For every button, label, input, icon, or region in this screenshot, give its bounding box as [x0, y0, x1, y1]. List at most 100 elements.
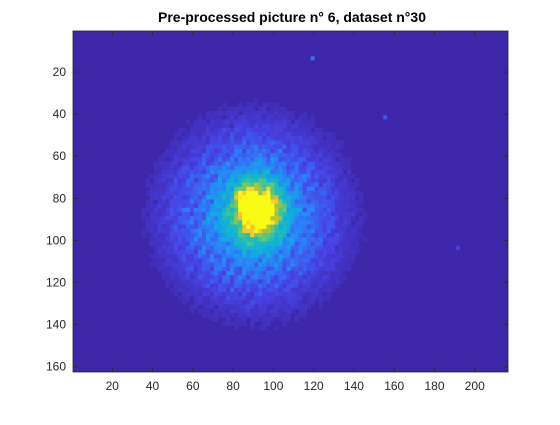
heatmap-cell [238, 313, 243, 318]
heatmap-cell [286, 304, 291, 310]
heatmap-cell [254, 127, 259, 133]
heatmap-cell [294, 292, 299, 297]
heatmap-cell [222, 182, 227, 188]
heatmap-cell [258, 241, 263, 247]
heatmap-cell [322, 207, 328, 213]
heatmap-cell [282, 119, 287, 125]
heatmap-cell [205, 132, 211, 137]
heatmap-cell [258, 140, 263, 146]
heatmap-cell [250, 169, 255, 175]
heatmap-cell [294, 296, 299, 301]
heatmap-cell [161, 220, 167, 226]
heatmap-cell [246, 157, 251, 162]
heatmap-cell [226, 245, 231, 251]
heatmap-cell [334, 220, 340, 226]
heatmap-cell [254, 237, 259, 242]
heatmap-cell [230, 283, 235, 289]
heatmap-cell [205, 254, 211, 259]
heatmap-cell [177, 228, 183, 234]
heatmap-cell [322, 279, 328, 284]
heatmap-cell [169, 178, 175, 183]
heatmap-cell [205, 203, 211, 209]
heatmap-cell [234, 237, 239, 242]
heatmap-cell [258, 115, 263, 120]
heatmap-cell [302, 254, 308, 259]
heatmap-cell [262, 195, 267, 200]
heatmap-cell [254, 287, 259, 293]
heatmap-cell [157, 212, 163, 217]
heatmap-cell [254, 98, 259, 103]
heatmap-cell [209, 249, 215, 255]
heatmap-cell [238, 249, 243, 255]
heatmap-cell [197, 220, 203, 226]
heatmap-cell [286, 199, 291, 205]
heatmap-cell [246, 119, 251, 125]
heatmap-cell [201, 132, 207, 137]
heatmap-cell [238, 212, 243, 217]
heatmap-cell [201, 182, 207, 188]
heatmap-cell [173, 254, 179, 259]
heatmap-cell [201, 228, 207, 234]
heatmap-cell [218, 241, 223, 247]
heatmap-cell [181, 165, 187, 171]
heatmap-cell [222, 292, 227, 297]
heatmap-cell [213, 308, 219, 314]
heatmap-cell [193, 220, 199, 226]
heatmap-cell [181, 266, 187, 272]
heatmap-cell [250, 283, 255, 289]
heatmap-cell [302, 144, 308, 150]
heatmap-cell [274, 182, 279, 188]
heatmap-cell [306, 254, 312, 259]
heatmap-cell [230, 161, 235, 167]
heatmap-cell [358, 216, 364, 221]
heatmap-cell [298, 144, 303, 150]
heatmap-cell [165, 165, 171, 171]
heatmap-cell [282, 283, 287, 289]
heatmap-cell [197, 283, 203, 289]
heatmap-cell [189, 258, 195, 263]
heatmap-cell [282, 153, 287, 158]
heatmap-cell [165, 241, 171, 247]
heatmap-cell [238, 287, 243, 293]
heatmap-cell [274, 169, 279, 175]
heatmap-cell [177, 254, 183, 259]
heatmap-cell [314, 195, 320, 200]
heatmap-cell [169, 241, 175, 247]
heatmap-cell [246, 182, 251, 188]
heatmap-cell [342, 220, 348, 226]
heatmap-cell [298, 165, 303, 171]
heatmap-cell [205, 308, 211, 314]
heatmap-cell [286, 123, 291, 129]
heatmap-cell [193, 300, 199, 306]
heatmap-cell [334, 203, 340, 209]
heatmap-cell [177, 203, 183, 209]
heatmap-cell [169, 199, 175, 205]
heatmap-cell [346, 254, 352, 259]
heatmap-cell [290, 169, 295, 175]
x-tick-label: 40 [146, 379, 160, 393]
heatmap-cell [234, 321, 239, 327]
heatmap-cell [234, 296, 239, 301]
heatmap-cell [330, 224, 336, 230]
heatmap-cell [222, 153, 227, 158]
heatmap-cell [181, 262, 187, 268]
heatmap-cell [161, 169, 167, 175]
heatmap-cell [338, 161, 344, 167]
heatmap-cell [242, 119, 247, 125]
heatmap-cell [310, 220, 316, 226]
heatmap-cell [185, 186, 191, 192]
heatmap-cell [177, 237, 183, 242]
heatmap-cell [338, 270, 344, 276]
heatmap-cell [266, 144, 271, 150]
heatmap-cell [149, 182, 154, 188]
heatmap-cell [254, 233, 259, 238]
heatmap-cell [173, 216, 179, 221]
heatmap-cell [177, 207, 183, 213]
heatmap-cell [197, 308, 203, 314]
heatmap-cell [197, 216, 203, 221]
heatmap-cell [318, 195, 324, 200]
heatmap-cell [193, 212, 199, 217]
x-tick-label: 100 [263, 379, 283, 393]
heatmap-cell [230, 153, 235, 158]
heatmap-cell [314, 266, 320, 272]
